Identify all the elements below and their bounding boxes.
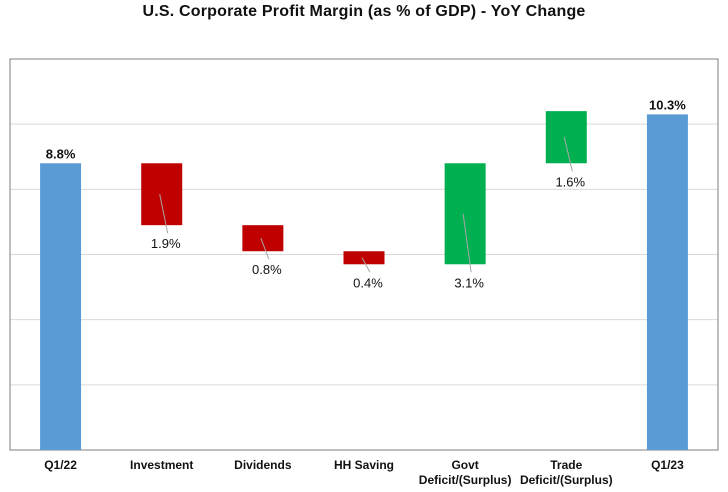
chart-title: U.S. Corporate Profit Margin (as % of GD… — [142, 3, 586, 20]
leader-line-5 — [462, 213, 472, 273]
data-label-2: 1.9% — [151, 236, 181, 251]
bar-1 — [40, 163, 82, 450]
data-label-6: 1.6% — [555, 174, 585, 189]
data-label-7: 10.3% — [649, 97, 686, 112]
data-label-4: 0.4% — [353, 275, 383, 290]
x-tick-label-6-line-1: Trade — [550, 458, 582, 472]
x-tick-label-7: Q1/23 — [651, 458, 684, 472]
bar-6 — [545, 111, 587, 164]
leader-line-3 — [260, 238, 270, 260]
x-tick-label-4: HH Saving — [334, 458, 394, 472]
data-label-3: 0.8% — [252, 262, 282, 277]
bar-7 — [646, 114, 688, 451]
bar-4 — [343, 251, 385, 265]
plot-frame — [9, 58, 719, 451]
x-tick-label-5-line-1: Govt — [451, 458, 478, 472]
data-label-5: 3.1% — [454, 275, 484, 290]
leader-line-4 — [361, 257, 371, 273]
x-tick-label-5-line-2: Deficit/(Surplus) — [419, 473, 512, 487]
x-tick-label-2: Investment — [130, 458, 193, 472]
x-tick-label-3: Dividends — [234, 458, 292, 472]
bar-3 — [242, 225, 284, 252]
leader-line-2 — [159, 194, 169, 234]
bar-5 — [444, 163, 486, 265]
bar-2 — [141, 163, 183, 226]
data-label-1: 8.8% — [46, 146, 76, 161]
x-tick-label-6-line-2: Deficit/(Surplus) — [520, 473, 613, 487]
x-tick-label-1: Q1/22 — [44, 458, 77, 472]
leader-line-6 — [563, 137, 573, 172]
